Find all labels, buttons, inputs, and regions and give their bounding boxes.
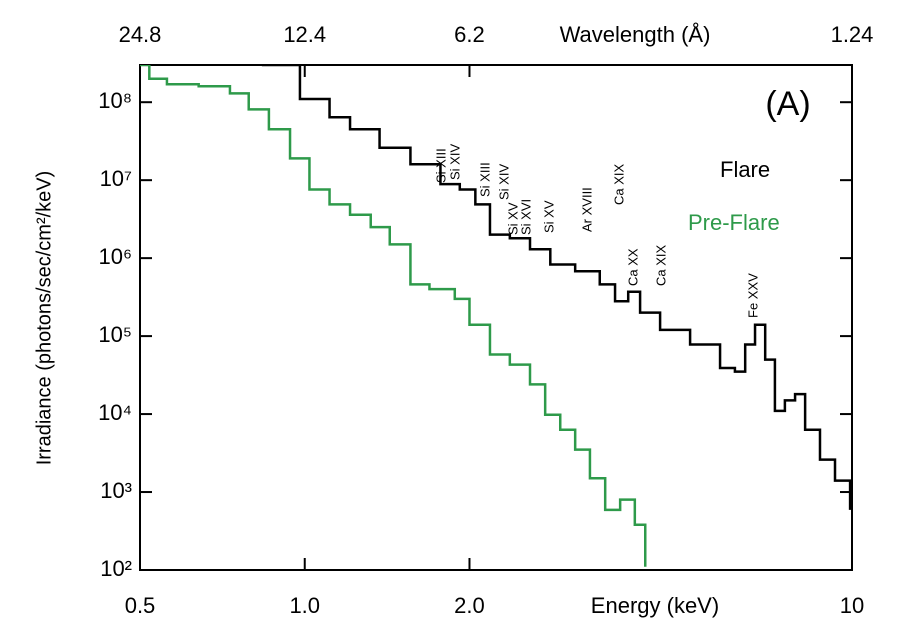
x2-tick-label: 12.4	[283, 22, 326, 47]
line-label: Ca XIX	[653, 244, 668, 286]
line-label: Ar XVIII	[579, 187, 594, 232]
line-label: Ca XX	[625, 248, 640, 286]
series-line	[140, 65, 647, 567]
line-label: Si XVI	[518, 199, 533, 235]
x2-axis-label: Wavelength (Å)	[560, 22, 711, 47]
plot-area	[140, 65, 852, 567]
x2-tick-label: 6.2	[454, 22, 485, 47]
x2-tick-label: 1.24	[831, 22, 874, 47]
legend-entry: Pre-Flare	[688, 210, 780, 235]
x2-tick-label: 24.8	[119, 22, 162, 47]
line-label: Ca XIX	[611, 163, 626, 205]
legend-entry: Flare	[720, 157, 770, 182]
y-axis-label: Irradiance (photons/sec/cm²/keV)	[33, 171, 55, 466]
plot-frame	[139, 64, 853, 571]
x-tick-label: 0.5	[125, 593, 156, 618]
y-tick-label: 10⁴	[98, 400, 132, 425]
x-tick-label: 1.0	[289, 593, 320, 618]
line-label: Si XIV	[447, 144, 462, 180]
line-label: Si XIII	[477, 162, 492, 197]
x-tick-label: 10	[840, 593, 864, 618]
y-tick-label: 10⁵	[98, 322, 132, 347]
y-tick-label: 10⁷	[100, 166, 132, 191]
line-label: Si XIV	[496, 164, 511, 200]
series-line	[261, 65, 852, 510]
x-tick-label: 2.0	[454, 593, 485, 618]
line-label: Si XIII	[433, 148, 448, 183]
line-label: Si XV	[505, 202, 520, 235]
panel-label: (A)	[765, 85, 810, 123]
x-axis-label: Energy (keV)	[591, 593, 719, 618]
y-tick-label: 10³	[100, 478, 132, 503]
line-label: Fe XXV	[745, 273, 760, 318]
y-tick-label: 10⁶	[98, 244, 132, 269]
line-label: Si XV	[541, 200, 556, 233]
y-tick-label: 10⁸	[98, 88, 132, 113]
y-tick-label: 10²	[100, 556, 132, 581]
